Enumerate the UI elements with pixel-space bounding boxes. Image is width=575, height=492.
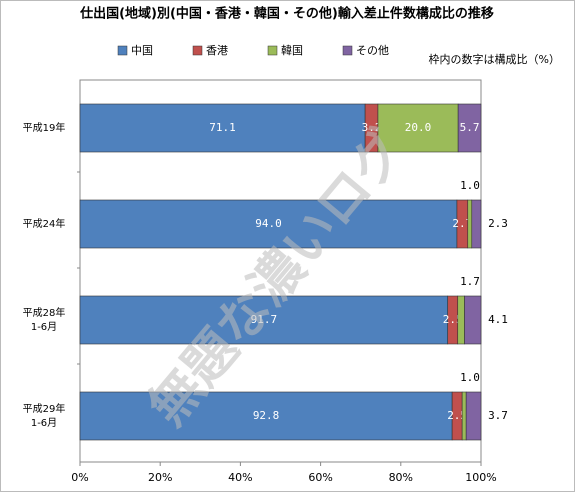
y-tick-label: 平成29年 bbox=[23, 402, 66, 415]
x-tick-label: 40% bbox=[228, 471, 252, 484]
x-tick-label: 20% bbox=[148, 471, 172, 484]
legend-swatch bbox=[342, 45, 353, 56]
data-label: 92.8 bbox=[253, 409, 280, 422]
bar-segment bbox=[79, 199, 458, 249]
bar-segment bbox=[79, 391, 453, 441]
bar-segment bbox=[79, 103, 366, 153]
y-tick-label: 平成19年 bbox=[23, 121, 66, 134]
bar-segment bbox=[461, 391, 467, 441]
data-label: 2.7 bbox=[452, 217, 472, 230]
data-label: 1.7 bbox=[460, 275, 480, 288]
subtitle: 枠内の数字は構成比（%） bbox=[429, 52, 560, 66]
data-label: 1.0 bbox=[460, 371, 480, 384]
data-label: 4.1 bbox=[488, 313, 508, 326]
bar-segment bbox=[377, 103, 459, 153]
x-tick-label: 80% bbox=[389, 471, 413, 484]
y-tick-label: 1-6月 bbox=[31, 321, 57, 333]
legend-label: その他 bbox=[356, 44, 389, 57]
x-tick-label: 100% bbox=[465, 471, 496, 484]
data-label: 94.0 bbox=[255, 217, 282, 230]
plot-area bbox=[79, 79, 482, 463]
bar-segment bbox=[79, 295, 449, 345]
data-label: 91.7 bbox=[251, 313, 278, 326]
x-tick-label: 0% bbox=[71, 471, 88, 484]
y-tick-label: 平成24年 bbox=[23, 217, 66, 230]
bar-segment bbox=[457, 295, 465, 345]
chart-title: 仕出国(地域)別(中国・香港・韓国・その他)輸入差止件数構成比の推移 bbox=[79, 6, 494, 22]
y-tick-label: 1-6月 bbox=[31, 417, 57, 429]
data-label: 2.3 bbox=[488, 217, 508, 230]
legend-swatch bbox=[117, 45, 128, 56]
data-label: 3.2 bbox=[362, 121, 382, 134]
data-label: 3.7 bbox=[488, 409, 508, 422]
bar-segment bbox=[471, 199, 482, 249]
bar-segment bbox=[457, 103, 482, 153]
data-label: 5.7 bbox=[460, 121, 480, 134]
bar-segment bbox=[465, 391, 482, 441]
legend-label: 中国 bbox=[131, 44, 153, 57]
bar-segment bbox=[467, 199, 473, 249]
data-label: 71.1 bbox=[209, 121, 236, 134]
legend-label: 香港 bbox=[206, 44, 228, 57]
data-label: 1.0 bbox=[460, 179, 480, 192]
x-tick-label: 60% bbox=[308, 471, 332, 484]
y-tick-label: 平成28年 bbox=[23, 306, 66, 319]
bar-segment bbox=[464, 295, 482, 345]
legend-swatch bbox=[192, 45, 203, 56]
data-label: 20.0 bbox=[405, 121, 432, 134]
legend-label: 韓国 bbox=[281, 44, 303, 57]
legend-swatch bbox=[267, 45, 278, 56]
